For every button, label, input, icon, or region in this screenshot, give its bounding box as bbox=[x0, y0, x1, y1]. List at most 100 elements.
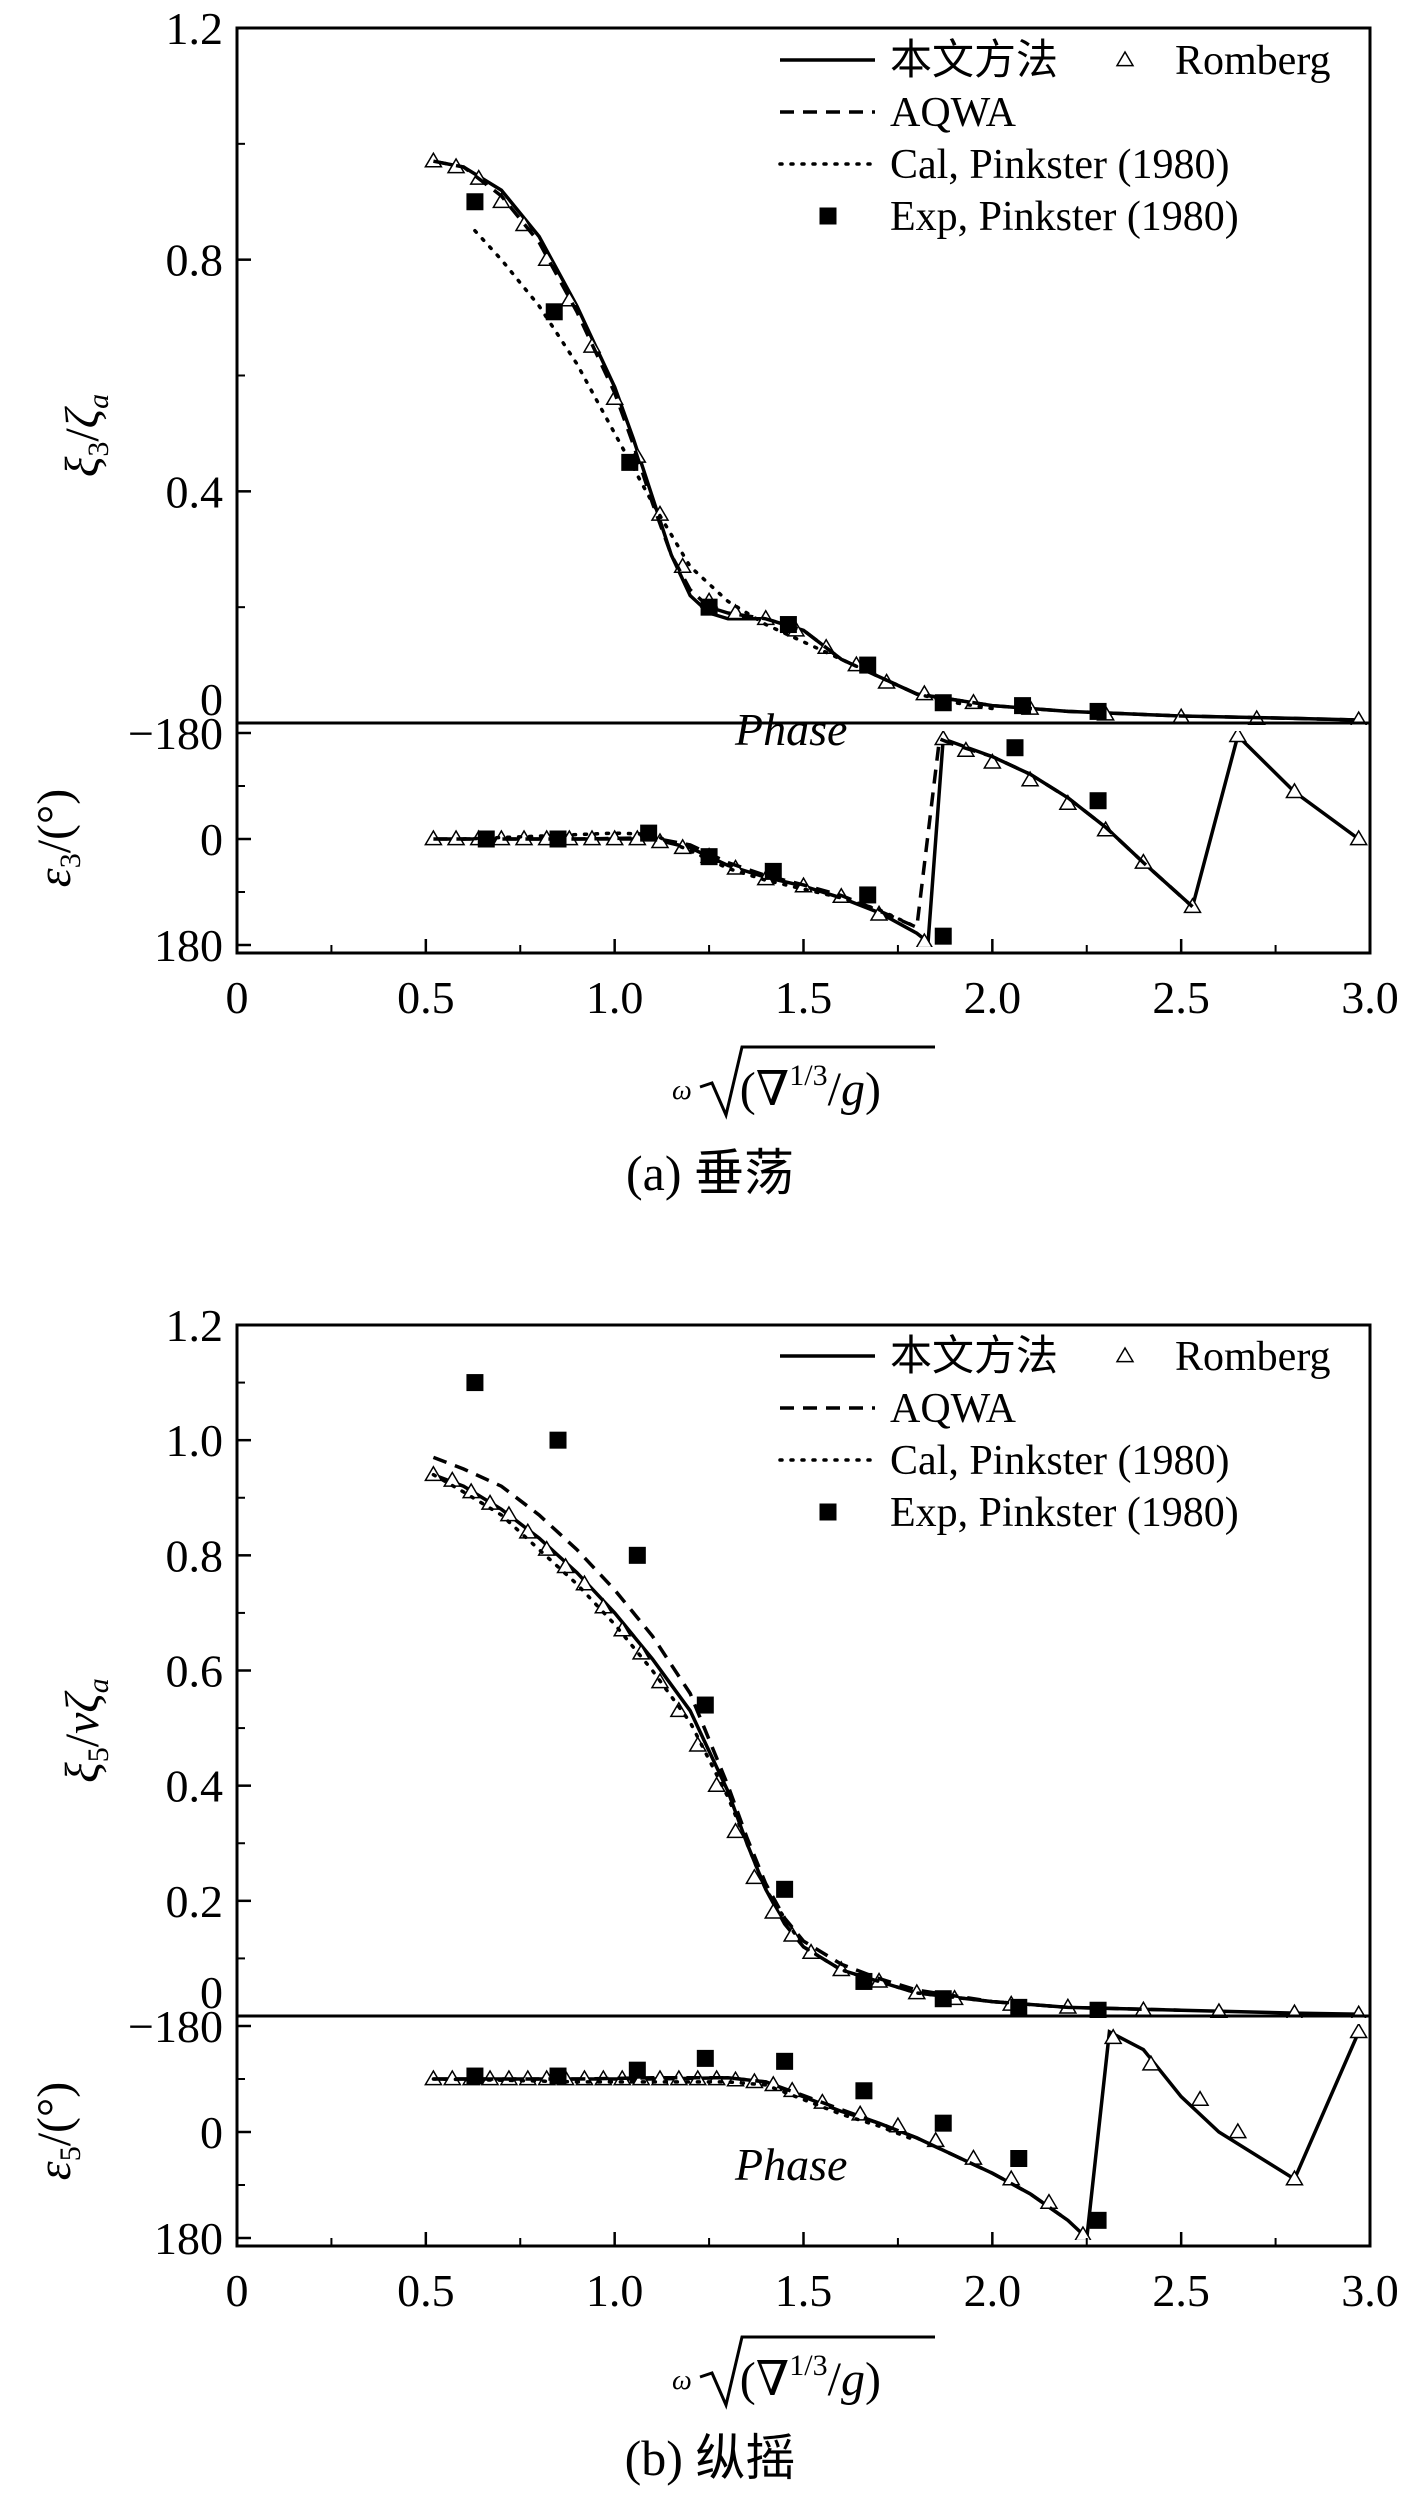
amplitude-series-1-point bbox=[745, 1868, 764, 1885]
phase-series-1-point bbox=[964, 2149, 983, 2165]
phase-series-1-point bbox=[1285, 782, 1304, 799]
amplitude-series-1-point bbox=[575, 1574, 594, 1591]
phase-series-4-point bbox=[859, 886, 877, 904]
phase-ytick-label: 0 bbox=[200, 814, 223, 865]
legend-marker-triangle bbox=[1115, 50, 1135, 67]
amplitude-series-4-point bbox=[1089, 702, 1107, 720]
xlabel-omega: ω bbox=[672, 2365, 692, 2396]
y-axis-label-phase: ε5/(°) bbox=[28, 2082, 87, 2180]
amplitude-ytick-label: 0.4 bbox=[166, 466, 224, 517]
phase-series-1-point bbox=[1141, 2054, 1161, 2071]
phase-series-1-point bbox=[1349, 829, 1368, 846]
amplitude-ytick-label: 0.8 bbox=[166, 235, 224, 286]
amplitude-series-4-point bbox=[859, 656, 877, 674]
ylabel-base2: νζ bbox=[56, 1690, 109, 1734]
amplitude-ytick-label: 1.0 bbox=[166, 1415, 224, 1466]
xtick-label: 2.5 bbox=[1152, 972, 1210, 1023]
amplitude-series-4-point bbox=[545, 303, 563, 321]
amplitude-ytick-label: 0 bbox=[200, 674, 223, 725]
xlabel-omega: ω bbox=[672, 1075, 692, 1106]
amplitude-ytick-label: 1.2 bbox=[166, 1300, 224, 1351]
amplitude-series-1-point bbox=[1209, 2002, 1229, 2018]
amplitude-ytick-label: 0.6 bbox=[166, 1646, 224, 1697]
ylabel-phase-rest: /(°) bbox=[28, 2082, 81, 2147]
ylabel-sub2: a bbox=[82, 394, 115, 409]
figure-caption: (b) 纵摇 bbox=[625, 2430, 796, 2486]
ylabel-phase-base: ε bbox=[28, 2161, 81, 2180]
xlabel-g: g bbox=[841, 2353, 865, 2406]
amplitude-series-group bbox=[424, 151, 1368, 725]
ylabel-slash: / bbox=[56, 1733, 109, 1747]
amplitude-series-line-3 bbox=[431, 1472, 1070, 2010]
xlabel-close: ) bbox=[865, 2353, 881, 2406]
phase-series-4-point bbox=[477, 830, 495, 848]
legend-label-triangle: Romberg bbox=[1175, 38, 1331, 84]
amplitude-series-line-0 bbox=[432, 1473, 1363, 2017]
figure-caption: (a) 垂荡 bbox=[626, 1145, 794, 1201]
phase-series-4-point bbox=[640, 824, 658, 842]
phase-series-4-point bbox=[1089, 2211, 1107, 2229]
phase-series-4-point bbox=[934, 927, 952, 945]
legend: 本文方法 Romberg AQWA Cal, Pinkster (1980) Exp, … bbox=[778, 1333, 1331, 1536]
phase-series-line-0 bbox=[433, 2029, 1361, 2240]
phase-series-4-point bbox=[1089, 792, 1107, 810]
amplitude-series-4-point bbox=[855, 1972, 873, 1990]
y-axis-label-amplitude: ξ5/νζa bbox=[56, 1678, 115, 1783]
legend-label-solid: 本文方法 bbox=[890, 37, 1058, 84]
xtick-label: 3.0 bbox=[1341, 972, 1399, 1023]
ylabel-slash: / bbox=[56, 428, 109, 442]
phase-ytick-label: 0 bbox=[200, 2107, 223, 2158]
xtick-label: 1.5 bbox=[775, 2265, 833, 2316]
xlabel-exp: 1/3 bbox=[789, 2349, 827, 2382]
phase-series-1-point bbox=[1020, 770, 1040, 787]
amplitude-series-line-3 bbox=[473, 228, 995, 711]
amplitude-series-line-0 bbox=[433, 159, 1363, 722]
legend: 本文方法 Romberg AQWA Cal, Pinkster (1980) Exp, … bbox=[778, 37, 1331, 240]
phase-series-1-point bbox=[1349, 2024, 1368, 2039]
xtick-label: 2.0 bbox=[964, 2265, 1022, 2316]
amplitude-plot: 0 0.2 0.4 0.6 0.8 1.0 1.2 bbox=[166, 1300, 1367, 2018]
amplitude-series-4-point bbox=[628, 1546, 646, 1564]
amplitude-series-4-point bbox=[621, 453, 639, 471]
phase-ytick-label: −180 bbox=[128, 2001, 223, 2052]
amplitude-series-4-point bbox=[466, 1374, 484, 1392]
amplitude-series-4-point bbox=[1014, 697, 1032, 715]
phase-series-1-point bbox=[1039, 2193, 1059, 2210]
phase-series-1-point bbox=[1228, 731, 1248, 743]
xtick-label: 2.0 bbox=[964, 972, 1022, 1023]
legend-marker-square bbox=[819, 207, 837, 225]
amplitude-series-line-2 bbox=[432, 1455, 1182, 2012]
phase-series-4-point bbox=[1006, 739, 1024, 757]
ylabel-sub: 3 bbox=[82, 442, 115, 457]
amplitude-series-1-point bbox=[492, 192, 511, 209]
amplitude-ytick-label: 0 bbox=[200, 1967, 223, 2018]
phase-series-1-point bbox=[983, 752, 1002, 769]
amplitude-series-1-point bbox=[726, 1822, 745, 1839]
ylabel-phase-sub: 5 bbox=[54, 2146, 87, 2161]
phase-plot: 180 0 −180 bbox=[128, 708, 1368, 971]
amplitude-series-4-point bbox=[934, 1990, 952, 2008]
amplitude-ytick-label: 1.2 bbox=[166, 3, 224, 54]
phase-series-line-2 bbox=[433, 2076, 1069, 2222]
amplitude-series-1-point bbox=[763, 1902, 783, 1919]
amplitude-series-1-point bbox=[537, 250, 556, 267]
phase-series-group bbox=[424, 2024, 1368, 2240]
amplitude-series-4-point bbox=[934, 694, 952, 712]
y-axis-label-amplitude: ξ3/ζa bbox=[56, 394, 115, 477]
xtick-label: 1.0 bbox=[586, 972, 644, 1023]
amplitude-series-4-point bbox=[1089, 2001, 1107, 2018]
xlabel-sqrt-sign bbox=[699, 1045, 935, 1120]
xlabel-div: / bbox=[828, 1063, 842, 1116]
xlabel-exp: 1/3 bbox=[789, 1059, 827, 1092]
phase-ytick-label: 180 bbox=[154, 2213, 223, 2264]
amplitude-series-4-point bbox=[696, 1696, 714, 1714]
xtick-label: 0.5 bbox=[397, 972, 455, 1023]
xtick-label: 1.5 bbox=[775, 972, 833, 1023]
phase-series-4-point bbox=[549, 830, 567, 848]
phase-series-4-point bbox=[466, 2067, 484, 2085]
legend-label-dashed: AQWA bbox=[890, 1386, 1017, 1432]
xlabel-paren: (∇ bbox=[740, 2353, 790, 2406]
